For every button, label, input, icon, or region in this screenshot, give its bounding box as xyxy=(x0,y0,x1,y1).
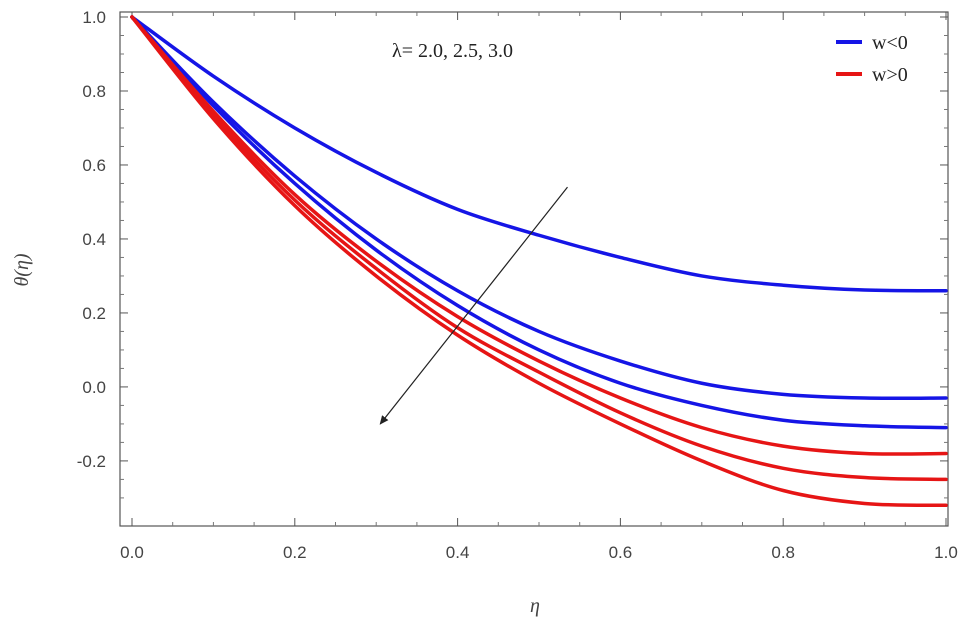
trend-arrow xyxy=(379,186,568,425)
series-line-6 xyxy=(130,15,948,508)
y-tick-label: 0.8 xyxy=(82,82,106,101)
y-tick-label: 0.2 xyxy=(82,304,106,323)
x-tick-label: 0.6 xyxy=(609,543,633,562)
y-tick-label: 1.0 xyxy=(82,8,106,27)
x-tick-label: 0.0 xyxy=(120,543,144,562)
x-tick-label: 1.0 xyxy=(934,543,958,562)
series-line-1 xyxy=(130,15,948,293)
y-tick-label: -0.2 xyxy=(77,452,106,471)
x-tick-label: 0.2 xyxy=(283,543,307,562)
x-tick-label: 0.4 xyxy=(446,543,470,562)
y-axis-label: θ(η) xyxy=(11,253,33,286)
legend-label: w>0 xyxy=(872,64,908,86)
legend-label: w<0 xyxy=(872,32,908,54)
parameter-annotation: λ= 2.0, 2.5, 3.0 xyxy=(392,40,513,62)
y-tick-label: 0.4 xyxy=(82,230,106,249)
plot-frame xyxy=(119,11,949,527)
x-tick-label: 0.8 xyxy=(771,543,795,562)
series-line-5 xyxy=(130,15,948,482)
series-line-4 xyxy=(130,15,948,456)
series-line-3 xyxy=(130,15,948,430)
y-tick-label: 0.0 xyxy=(82,378,106,397)
y-tick-label: 0.6 xyxy=(82,156,106,175)
x-axis-label: η xyxy=(530,595,540,617)
series-line-2 xyxy=(130,15,948,401)
